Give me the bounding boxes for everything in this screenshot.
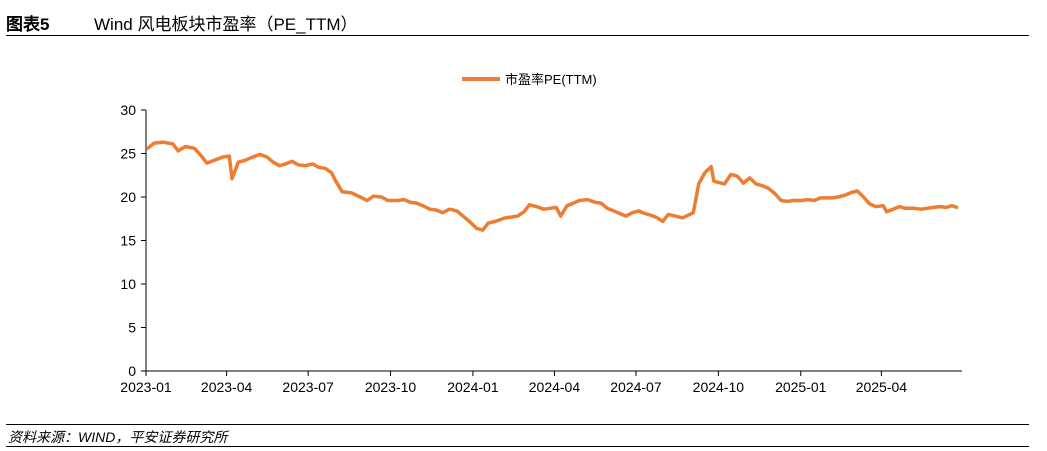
y-tick-label: 5 (128, 320, 136, 336)
figure-title: Wind 风电板块市盈率（PE_TTM） (94, 15, 358, 34)
x-tick-label: 2023-10 (365, 379, 417, 395)
y-tick-label: 15 (120, 233, 136, 249)
y-tick-label: 20 (120, 189, 136, 205)
x-tick-label: 2025-04 (856, 379, 908, 395)
y-tick-label: 0 (128, 363, 136, 379)
header-rule (6, 35, 1029, 36)
x-tick-label: 2024-10 (693, 379, 745, 395)
x-tick-label: 2025-01 (775, 379, 827, 395)
source-bottom-rule (6, 446, 1029, 447)
y-tick-label: 30 (120, 102, 136, 118)
x-tick-label: 2024-04 (529, 379, 581, 395)
y-tick-label: 25 (120, 146, 136, 162)
x-tick-label: 2023-07 (282, 379, 334, 395)
legend-label: 市盈率PE(TTM) (505, 72, 597, 87)
figure-number: 图表5 (6, 15, 50, 34)
source-top-rule (6, 424, 1029, 425)
x-tick-label: 2023-04 (201, 379, 253, 395)
series-line-pe-ttm (146, 140, 959, 232)
y-tick-label: 10 (120, 276, 136, 292)
figure-header: 图表5 Wind 风电板块市盈率（PE_TTM） (6, 8, 1029, 34)
x-tick-label: 2023-01 (120, 379, 172, 395)
x-tick-label: 2024-01 (447, 379, 499, 395)
source-note: 资料来源：WIND，平安证券研究所 (8, 429, 228, 445)
x-tick-label: 2024-07 (610, 379, 662, 395)
